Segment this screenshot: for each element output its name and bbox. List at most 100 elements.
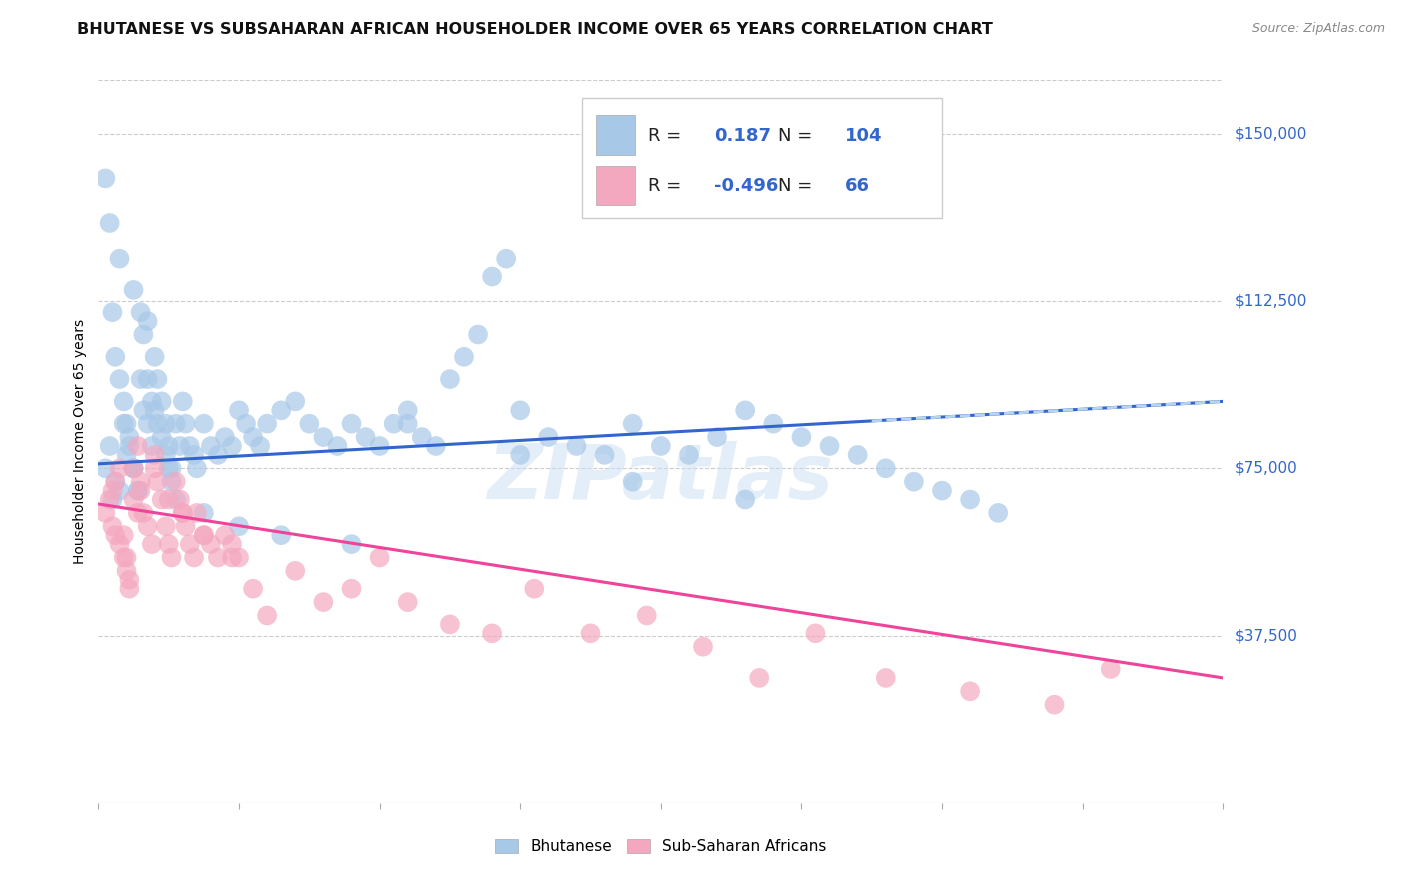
Point <box>150 430 173 444</box>
Text: $112,500: $112,500 <box>1234 293 1306 309</box>
Point <box>340 417 363 431</box>
Point <box>108 461 131 475</box>
Point <box>165 417 187 431</box>
Text: 104: 104 <box>845 127 883 145</box>
Point <box>172 506 194 520</box>
Point <box>284 394 307 409</box>
Point <box>160 550 183 565</box>
Point <box>122 461 145 475</box>
Point <box>439 372 461 386</box>
Point <box>509 448 531 462</box>
Point <box>132 403 155 417</box>
Point <box>207 448 229 462</box>
Point <box>183 550 205 565</box>
Point <box>467 327 489 342</box>
Point <box>183 448 205 462</box>
Point <box>122 492 145 507</box>
Point <box>959 492 981 507</box>
Point <box>136 314 159 328</box>
Text: ZIPatlas: ZIPatlas <box>488 441 834 515</box>
Point <box>242 430 264 444</box>
Point <box>165 492 187 507</box>
Point <box>174 519 197 533</box>
Point <box>762 417 785 431</box>
Point <box>193 417 215 431</box>
Point <box>959 684 981 698</box>
Point <box>235 417 257 431</box>
Text: 66: 66 <box>845 178 870 195</box>
Point <box>340 582 363 596</box>
Point <box>818 439 841 453</box>
Point <box>495 252 517 266</box>
Point <box>734 403 756 417</box>
Text: -0.496: -0.496 <box>714 178 778 195</box>
Text: $37,500: $37,500 <box>1234 628 1298 643</box>
Point <box>453 350 475 364</box>
Point <box>136 519 159 533</box>
Point <box>790 430 813 444</box>
Point <box>127 506 149 520</box>
Point <box>101 492 124 507</box>
Text: R =: R = <box>648 127 688 145</box>
Point <box>141 537 163 551</box>
Point <box>157 461 180 475</box>
Point <box>104 528 127 542</box>
Point <box>368 550 391 565</box>
Point <box>228 403 250 417</box>
Point <box>621 475 644 489</box>
Point <box>228 550 250 565</box>
Point <box>270 403 292 417</box>
Point <box>193 528 215 542</box>
Point <box>593 448 616 462</box>
Point <box>846 448 869 462</box>
Point <box>312 595 335 609</box>
Point <box>179 439 201 453</box>
Point <box>157 439 180 453</box>
Point <box>112 528 135 542</box>
FancyBboxPatch shape <box>596 166 636 205</box>
Point <box>118 582 141 596</box>
Point <box>122 283 145 297</box>
Point <box>439 617 461 632</box>
Point <box>221 550 243 565</box>
Point <box>523 582 546 596</box>
Point <box>141 394 163 409</box>
Point <box>903 475 925 489</box>
Point <box>101 519 124 533</box>
Point <box>146 475 169 489</box>
Point <box>256 417 278 431</box>
Point <box>678 448 700 462</box>
Point <box>312 430 335 444</box>
Point <box>108 537 131 551</box>
Point <box>115 564 138 578</box>
Y-axis label: Householder Income Over 65 years: Householder Income Over 65 years <box>73 319 87 564</box>
Point <box>1043 698 1066 712</box>
Point <box>112 417 135 431</box>
Text: N =: N = <box>778 127 818 145</box>
Point <box>326 439 349 453</box>
Point <box>1099 662 1122 676</box>
Point <box>98 439 121 453</box>
Point <box>118 430 141 444</box>
Point <box>193 506 215 520</box>
Point <box>143 403 166 417</box>
Point <box>193 528 215 542</box>
Point <box>157 492 180 507</box>
Text: R =: R = <box>648 178 688 195</box>
Point <box>748 671 770 685</box>
Point <box>118 573 141 587</box>
Point <box>129 475 152 489</box>
Point <box>104 475 127 489</box>
Point <box>136 372 159 386</box>
Legend: Bhutanese, Sub-Saharan Africans: Bhutanese, Sub-Saharan Africans <box>489 833 832 860</box>
Point <box>94 461 117 475</box>
Point <box>931 483 953 498</box>
Text: $75,000: $75,000 <box>1234 461 1298 475</box>
Point <box>108 483 131 498</box>
Point <box>118 439 141 453</box>
Point <box>169 492 191 507</box>
Point <box>104 350 127 364</box>
Point <box>115 550 138 565</box>
Point <box>141 439 163 453</box>
Point <box>155 519 177 533</box>
